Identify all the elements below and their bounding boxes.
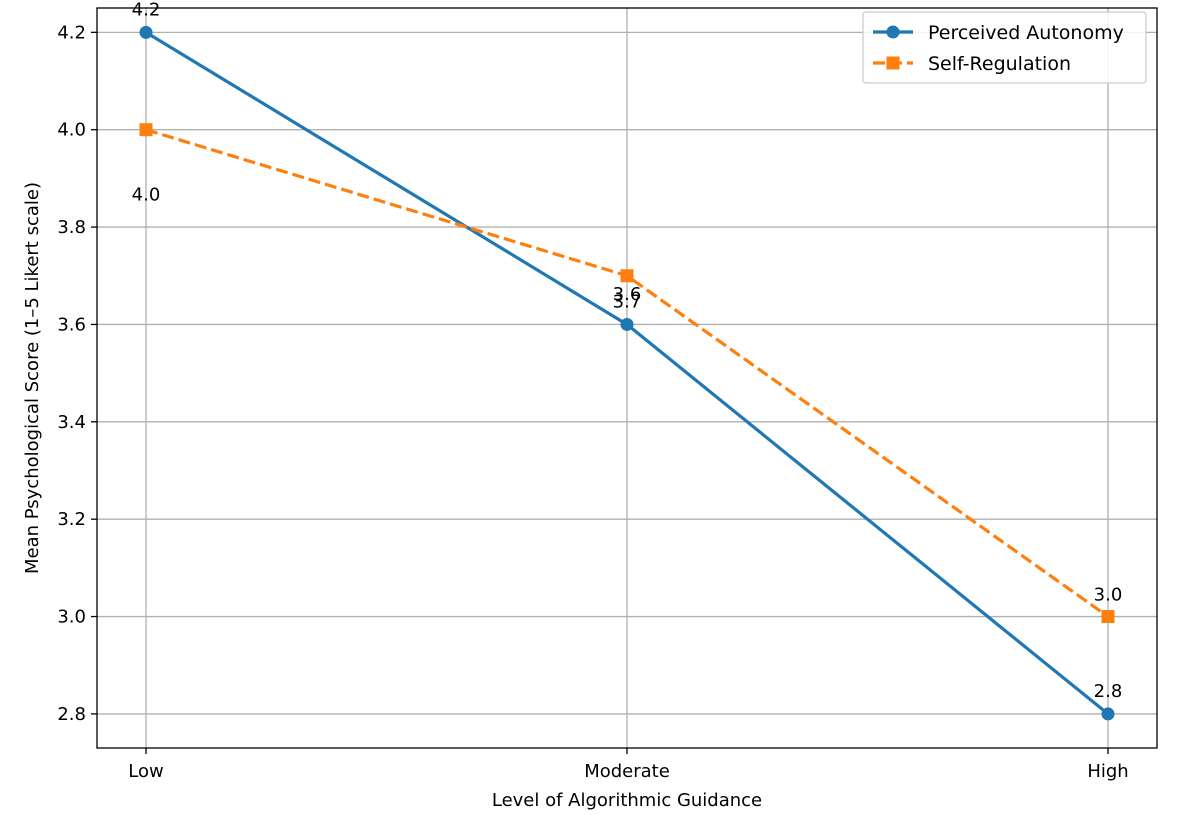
y-axis-title: Mean Psychological Score (1–5 Likert sca… xyxy=(22,182,43,574)
series-layer xyxy=(139,25,1115,721)
y-tick-label: 3.8 xyxy=(57,217,86,238)
series-0-point xyxy=(139,25,153,39)
y-tick-label: 3.6 xyxy=(57,314,86,335)
legend-label: Self-Regulation xyxy=(928,53,1071,75)
y-tick-label: 3.4 xyxy=(57,412,86,433)
x-axis-title: Level of Algorithmic Guidance xyxy=(492,790,762,811)
axis-ticks: 2.8 3.0 3.2 3.4 3.6 3.8 4.0 4.2 Low Moderate High xyxy=(57,22,1128,782)
x-tick-label: Low xyxy=(128,761,163,782)
legend: Perceived Autonomy Self-Regulation xyxy=(862,11,1147,84)
grid-lines xyxy=(97,8,1157,748)
y-tick-label: 4.0 xyxy=(57,120,86,141)
data-label: 4.0 xyxy=(132,185,161,206)
legend-label: Perceived Autonomy xyxy=(928,22,1124,44)
y-tick-label: 3.2 xyxy=(57,509,86,530)
data-label: 3.7 xyxy=(613,291,642,312)
y-tick-label: 3.0 xyxy=(57,607,86,628)
legend-box xyxy=(862,11,1147,84)
x-tick-label: Moderate xyxy=(584,761,670,782)
data-label: 3.6 xyxy=(613,284,642,305)
series-0-point xyxy=(620,317,634,331)
data-label: 4.2 xyxy=(132,0,161,20)
data-label: 2.8 xyxy=(1094,681,1123,702)
series-0-point xyxy=(1101,707,1115,721)
legend-marker-1 xyxy=(886,56,900,70)
data-label: 3.0 xyxy=(1094,585,1123,606)
series-1-point xyxy=(1101,610,1115,624)
series-1-point xyxy=(620,269,634,283)
legend-marker-0 xyxy=(886,25,900,39)
data-labels: 4.2 3.7 2.8 4.0 3.6 3.0 xyxy=(132,0,1123,702)
x-tick-label: High xyxy=(1087,761,1128,782)
series-1-point xyxy=(139,123,153,137)
y-tick-label: 2.8 xyxy=(57,704,86,725)
y-tick-label: 4.2 xyxy=(57,22,86,43)
